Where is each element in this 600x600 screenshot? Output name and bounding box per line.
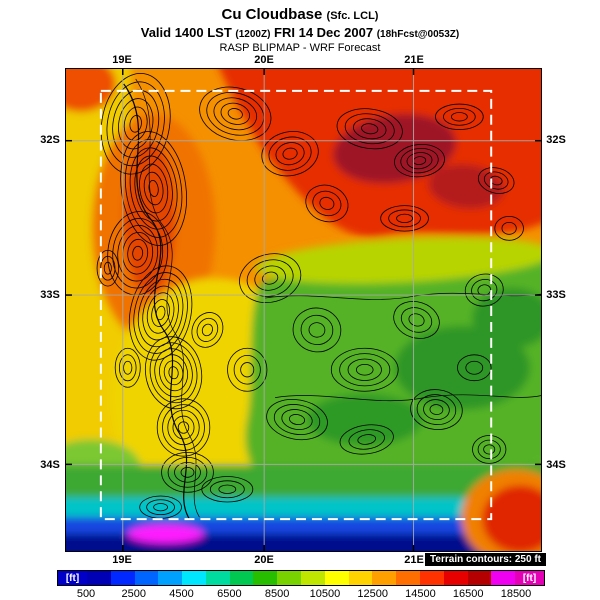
colorbar-tick: 18500	[500, 588, 532, 600]
colorbar-cell	[253, 571, 278, 585]
forecast-offset: (18hFcst@0053Z)	[376, 28, 460, 40]
latlon-gridlines	[66, 69, 541, 551]
colorbar-cell	[158, 571, 183, 585]
colorbar-cells	[87, 571, 516, 585]
colorbar-cell	[301, 571, 325, 585]
axis-ticks	[66, 69, 541, 551]
cloudbase-fill-regions	[66, 69, 541, 551]
colorbar-cell	[182, 571, 206, 585]
colorbar-tick: 2500	[121, 588, 147, 600]
title-text: Cu Cloudbase	[221, 6, 323, 23]
colorbar-tick: 4500	[169, 588, 194, 600]
lon-label-bottom: 21E	[404, 554, 424, 566]
colorbar-tick: 6500	[217, 588, 242, 600]
colorbar-cell	[396, 571, 420, 585]
colorbar-cell	[110, 571, 135, 585]
colorbar-cell	[134, 571, 159, 585]
colorbar-left-unit: [ft]	[58, 571, 87, 585]
lon-label-bottom: 19E	[112, 554, 132, 566]
map-plot	[66, 69, 541, 551]
lon-label-bottom: 20E	[254, 554, 274, 566]
colorbar-tick: 10500	[309, 588, 341, 600]
colorbar-tick: 12500	[357, 588, 388, 600]
colorbar-cell	[229, 571, 254, 585]
colorbar-tick-labels: 500 2500 4500 6500 8500 10500 12500 1450…	[77, 588, 531, 600]
lon-label-top: 20E	[254, 54, 274, 66]
valid-zulu: (1200Z)	[235, 28, 271, 40]
lat-label-right: 34S	[546, 459, 566, 471]
colorbar-cell	[491, 571, 516, 585]
page-title: Cu Cloudbase (Sfc. LCL)	[0, 5, 600, 25]
valid-time: Valid 1400 LST	[140, 24, 232, 40]
lon-label-top: 19E	[112, 54, 132, 66]
lat-label-left: 32S	[40, 134, 60, 146]
colorbar-tick: 16500	[452, 588, 484, 600]
lat-label-left: 33S	[40, 289, 60, 301]
colorbar-right-unit: [ft]	[515, 571, 544, 585]
colorbar-tick: 8500	[264, 588, 290, 600]
model-line: RASP BLIPMAP - WRF Forecast	[219, 42, 381, 55]
colorbar-cell	[277, 571, 302, 585]
terrain-contours	[96, 73, 524, 519]
colorbar-cell	[205, 571, 230, 585]
valid-date: FRI 14 Dec 2007	[274, 24, 374, 40]
colorbar-cell	[87, 571, 111, 585]
colorbar-tick: 500	[76, 588, 96, 600]
lat-label-left: 34S	[40, 459, 60, 471]
colorbar-tick: 14500	[405, 588, 436, 600]
header: Cu Cloudbase (Sfc. LCL) Valid 1400 LST (…	[0, 5, 600, 56]
lon-label-top: 21E	[404, 54, 424, 66]
title-qualifier: (Sfc. LCL)	[326, 10, 379, 22]
map-canvas[interactable]	[65, 68, 542, 552]
colorbar-cell	[443, 571, 468, 585]
colorbar-cell	[372, 571, 397, 585]
lat-label-right: 32S	[546, 134, 566, 146]
colorbar-cell	[419, 571, 444, 585]
valid-line: Valid 1400 LST (1200Z) FRI 14 Dec 2007 (…	[0, 25, 600, 42]
colorbar: [ft] [ft]	[57, 570, 545, 586]
terrain-contours-note: Terrain contours: 250 ft	[425, 553, 546, 566]
colorbar-cell	[467, 571, 492, 585]
colorbar-cell	[348, 571, 373, 585]
lat-label-right: 33S	[546, 289, 566, 301]
colorbar-cell	[324, 571, 349, 585]
